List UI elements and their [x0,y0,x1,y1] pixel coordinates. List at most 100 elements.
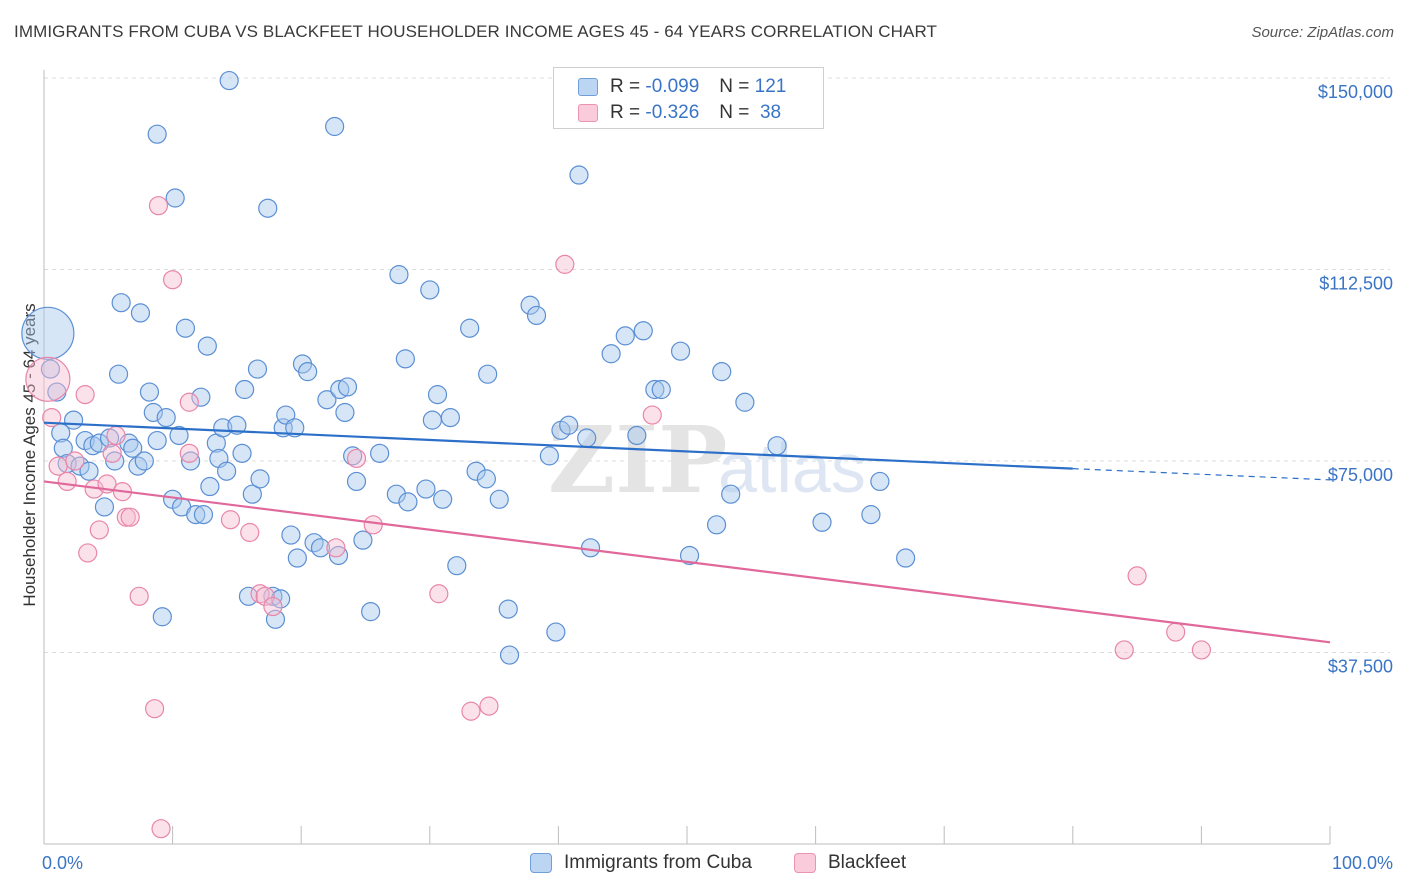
point-cuba [398,492,418,512]
point-blackfeet [120,507,140,527]
r-value-cuba: -0.099 [645,76,700,97]
point-cuba [175,318,196,338]
point-cuba [235,379,255,400]
point-blackfeet [106,425,126,446]
point-cuba [227,415,247,435]
point-cuba [420,280,440,300]
n-value-blackfeet: 38 [759,102,782,123]
point-cuba [569,165,589,185]
point-blackfeet [555,254,575,274]
point-blackfeet [642,405,662,425]
point-cuba [706,515,727,535]
point-cuba [128,456,148,476]
point-cuba [281,525,301,545]
point-blackfeet [144,699,165,719]
point-cuba [217,461,237,481]
point-cuba [812,512,832,532]
trend-line-cuba [43,421,1073,470]
point-blackfeet [65,451,85,471]
point-cuba [466,461,486,481]
point-cuba [361,602,381,622]
point-cuba [478,364,498,384]
n-label: N = [719,102,750,123]
point-cuba [353,530,373,550]
point-blackfeet [429,584,449,604]
point-blackfeet [461,701,481,721]
point-cuba [767,436,787,456]
point-blackfeet [220,510,241,530]
point-blackfeet [179,443,199,463]
point-cuba [181,451,201,471]
y-tick-label: $150,000 [1318,82,1393,102]
point-cuba [433,489,453,509]
point-blackfeet [25,356,71,402]
point-cuba [152,607,172,627]
point-cuba [546,622,566,642]
point-cuba [130,303,151,323]
point-cuba [328,545,349,566]
point-cuba [499,645,520,665]
point-cuba [193,505,214,525]
y-tick-label: $75,000 [1328,465,1393,485]
point-cuba [896,548,916,568]
n-value-cuba: 121 [754,76,787,97]
point-cuba [134,451,154,471]
point-cuba [310,538,331,558]
point-cuba [670,341,691,361]
point-blackfeet [1127,566,1147,586]
point-cuba [386,484,406,504]
point-blackfeet [102,443,122,463]
legend-item-cuba: Immigrants from Cuba [530,852,752,874]
legend-label-blackfeet: Blackfeet [828,852,907,873]
point-cuba [645,379,665,400]
point-cuba [247,359,268,379]
point-blackfeet [57,471,77,492]
r-value-blackfeet: -0.326 [645,102,700,123]
point-blackfeet [75,385,95,405]
point-cuba [70,456,90,476]
legend-swatch-blackfeet [794,853,816,873]
x-tick-label-min: 0.0% [42,853,83,873]
point-cuba [330,379,350,400]
point-cuba [213,418,233,438]
point-blackfeet [326,538,346,558]
point-cuba [219,70,239,91]
point-cuba [476,469,496,489]
point-cuba [317,390,337,410]
point-cuba [186,505,206,525]
trend-lines [43,421,1331,644]
point-blackfeet [363,515,383,535]
point-cuba [615,326,635,346]
point-cuba [335,402,355,423]
point-cuba [721,484,741,504]
point-cuba [526,305,547,326]
point-blackfeet [1114,640,1134,660]
point-cuba [287,548,307,568]
point-cuba [123,438,143,458]
chart-source: Source: ZipAtlas.com [1251,24,1394,41]
point-cuba [40,359,61,379]
point-blackfeet [148,196,169,216]
point-cuba [498,599,518,619]
point-cuba [870,471,890,492]
point-blackfeet [163,270,183,290]
point-blackfeet [179,392,199,412]
point-cuba [679,545,700,566]
legend-swatch-cuba [578,78,598,96]
stats-row-blackfeet: R = -0.326 N = 38 [578,101,781,125]
point-cuba [169,425,189,446]
point-cuba [63,410,84,430]
point-cuba [94,497,115,517]
watermark-atlas: atlas [718,429,866,507]
point-cuba [440,407,460,428]
legend-swatch-cuba [530,853,552,873]
point-blackfeet [479,696,499,716]
trend-line-blackfeet [43,480,1331,644]
legend-label-cuba: Immigrants from Cuba [564,852,752,873]
point-blackfeet [240,522,260,543]
watermark: ZIP atlas [548,406,866,514]
series-blackfeet-points [25,196,1212,839]
point-blackfeet [1166,622,1186,642]
stats-legend: R = -0.099 N = 121 R = -0.326 N = 38 [553,67,824,129]
point-cuba [559,415,579,435]
